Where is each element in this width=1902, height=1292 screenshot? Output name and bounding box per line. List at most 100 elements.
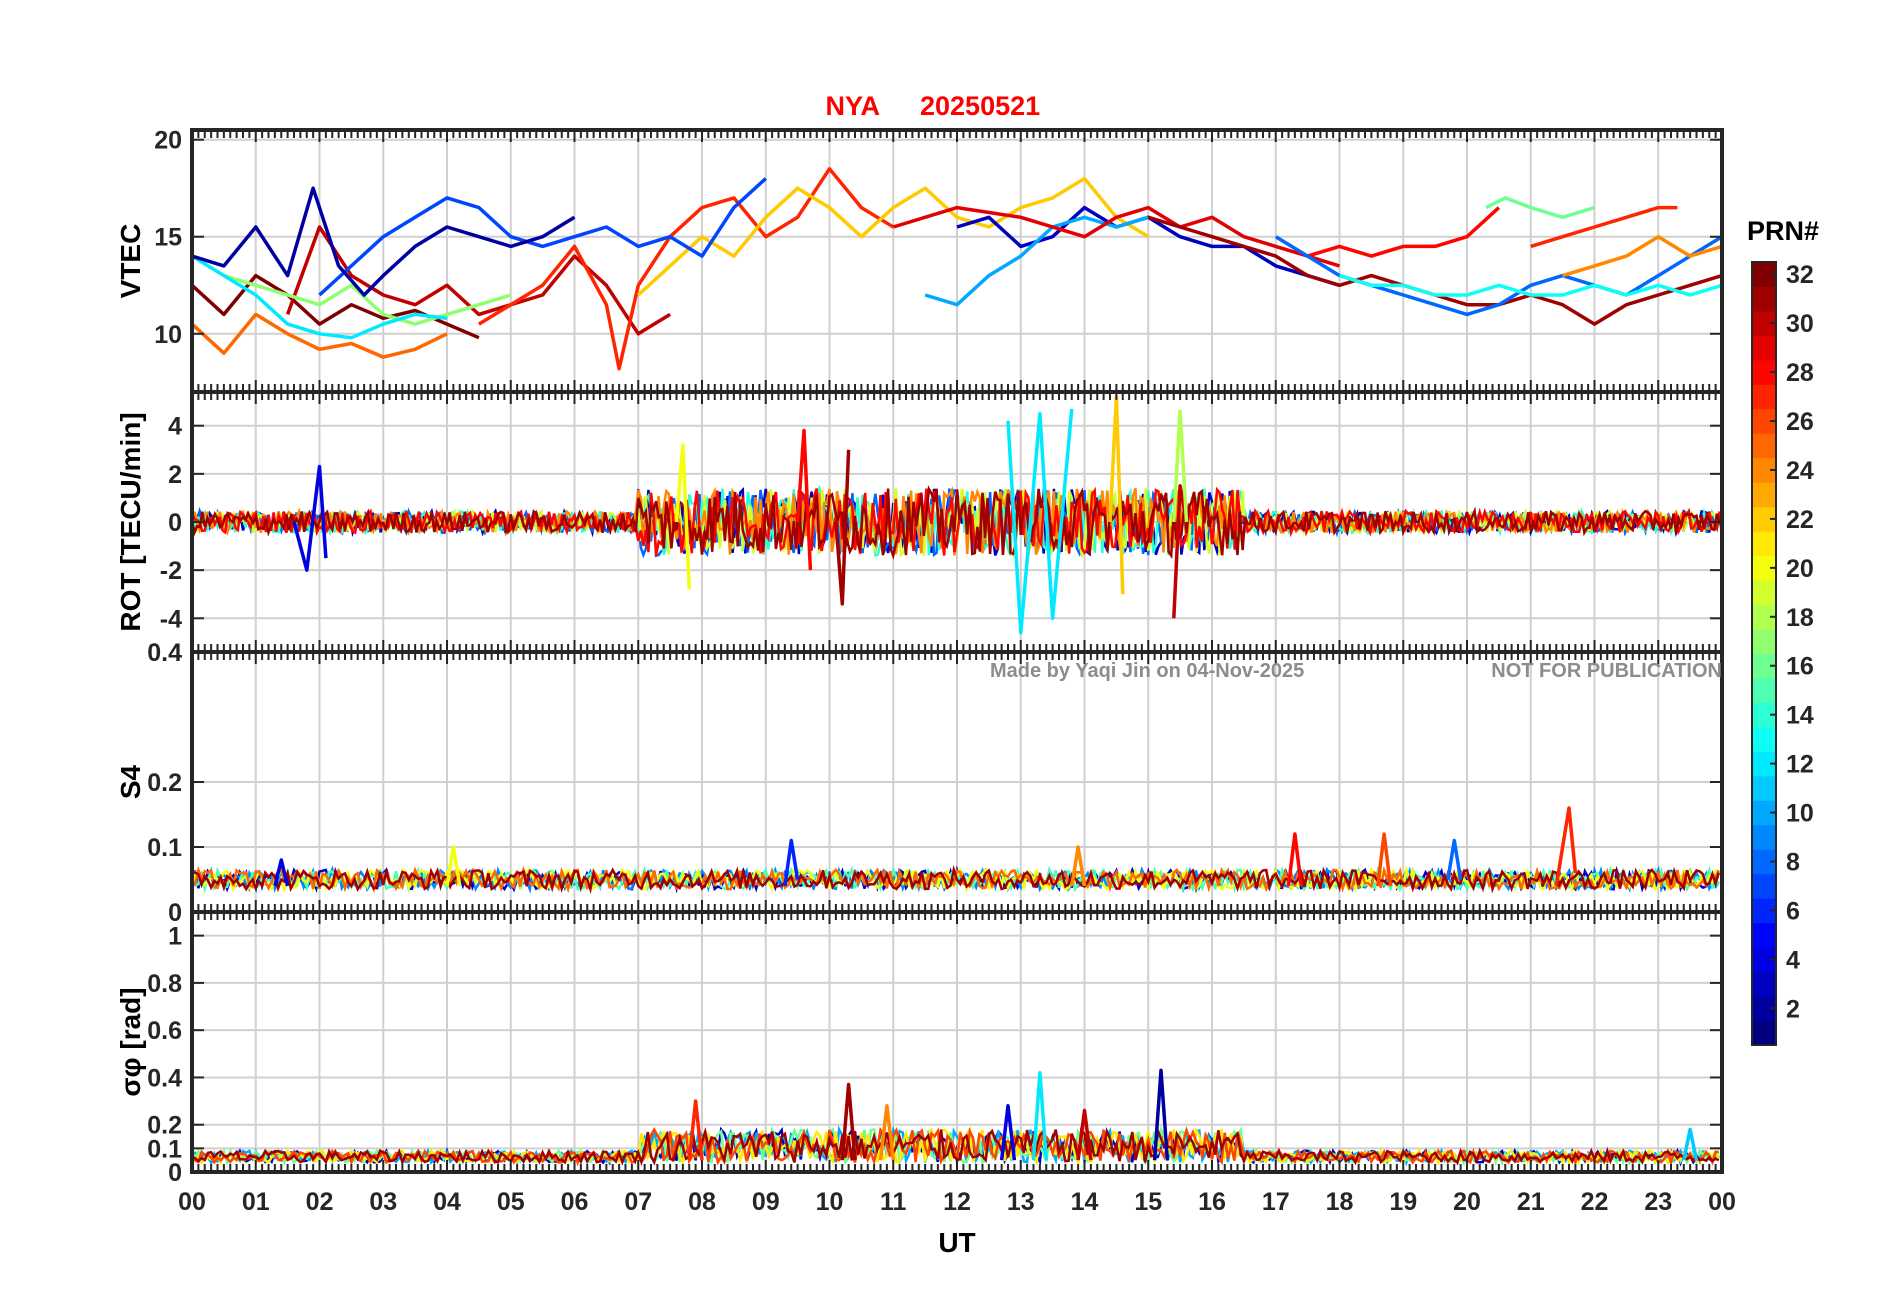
colorbar-segment bbox=[1752, 384, 1776, 410]
x-tick-label: 05 bbox=[497, 1188, 525, 1216]
x-tick-label: 17 bbox=[1262, 1188, 1290, 1216]
y-tick-label: 0 bbox=[168, 1159, 182, 1187]
y-tick-label: 15 bbox=[154, 224, 182, 252]
y-tick-label: 0.1 bbox=[147, 834, 182, 862]
colorbar-label: PRN# bbox=[1747, 216, 1819, 246]
x-tick-label: 06 bbox=[561, 1188, 589, 1216]
colorbar-tick-label: 6 bbox=[1786, 897, 1800, 925]
series-line-prn-24 bbox=[878, 1104, 896, 1161]
series-line-prn-31 bbox=[840, 1082, 857, 1161]
chart-title: NYA 20250521 bbox=[825, 91, 1040, 121]
x-tick-label: 08 bbox=[688, 1188, 716, 1216]
x-tick-label: 18 bbox=[1326, 1188, 1354, 1216]
colorbar-segment bbox=[1752, 286, 1776, 312]
series-line-prn-8 bbox=[1446, 838, 1463, 880]
y-axis-label: ROT [TECU/min] bbox=[115, 412, 146, 631]
colorbar-segment bbox=[1752, 922, 1776, 948]
y-axis-label: S4 bbox=[115, 764, 146, 799]
series-line-prn-12 bbox=[1031, 1070, 1049, 1161]
series-line-prn-24 bbox=[1070, 845, 1087, 887]
colorbar-segment bbox=[1752, 335, 1776, 361]
x-tick-label: 02 bbox=[306, 1188, 334, 1216]
colorbar-segment bbox=[1752, 580, 1776, 606]
rot-trace bbox=[192, 486, 1722, 556]
x-tick-label: 12 bbox=[943, 1188, 971, 1216]
y-tick-label: 0.2 bbox=[147, 1112, 182, 1140]
colorbar-tick-label: 28 bbox=[1786, 359, 1814, 387]
series-line-prn-16 bbox=[1485, 196, 1596, 220]
colorbar-tick-label: 18 bbox=[1786, 604, 1814, 632]
x-tick-label: 13 bbox=[1007, 1188, 1035, 1216]
colorbar-segment bbox=[1752, 433, 1776, 459]
series-line-prn-27 bbox=[477, 167, 895, 371]
y-tick-label: 0.6 bbox=[147, 1017, 182, 1045]
x-tick-label: 10 bbox=[816, 1188, 844, 1216]
series-line-prn-28 bbox=[1307, 206, 1501, 258]
sigma-trace bbox=[192, 1125, 1719, 1168]
rot-trace bbox=[192, 485, 1722, 560]
colorbar-tick-label: 8 bbox=[1786, 848, 1800, 876]
series-line-prn-27 bbox=[1554, 806, 1578, 887]
x-tick-label: 04 bbox=[433, 1188, 461, 1216]
colorbar-tick-label: 26 bbox=[1786, 408, 1814, 436]
y-tick-label: 0 bbox=[168, 899, 182, 927]
series-line-prn-12 bbox=[192, 254, 448, 340]
series-line-prn-20 bbox=[674, 443, 692, 590]
series-line-prn-4 bbox=[273, 858, 290, 887]
series-line-prn-20 bbox=[445, 845, 462, 887]
x-tick-label: 15 bbox=[1134, 1188, 1162, 1216]
panel-4: 1 0.8 0.6 0.4 0.20.10 σφ [rad] bbox=[115, 910, 1724, 1187]
panel-1: 10 15 20 VTEC bbox=[115, 127, 1724, 394]
x-tick-label: 11 bbox=[880, 1188, 907, 1216]
colorbar-segment bbox=[1752, 531, 1776, 557]
y-tick-label: 2 bbox=[168, 461, 182, 489]
x-tick-label: 03 bbox=[369, 1188, 397, 1216]
colorbar-segment bbox=[1752, 873, 1776, 899]
y-tick-label: 0.4 bbox=[147, 1064, 182, 1092]
series-line-prn-28 bbox=[795, 428, 813, 571]
x-tick-label: 14 bbox=[1071, 1188, 1099, 1216]
colorbar-segment bbox=[1752, 677, 1776, 703]
colorbar-segment bbox=[1752, 1020, 1776, 1046]
x-tick-label: 21 bbox=[1517, 1188, 1545, 1216]
panel-3: 0.4 0.2 0.1 0 S4 bbox=[115, 639, 1724, 927]
series-line-prn-29 bbox=[892, 205, 1341, 268]
colorbar-tick-label: 20 bbox=[1786, 555, 1814, 583]
colorbar-tick-label: 14 bbox=[1786, 702, 1814, 730]
series-line-prn-24 bbox=[1562, 234, 1722, 278]
colorbar-tick-label: 16 bbox=[1786, 653, 1814, 681]
colorbar-tick-label: 2 bbox=[1786, 995, 1800, 1023]
x-tick-label: 19 bbox=[1389, 1188, 1417, 1216]
title-station: NYA bbox=[825, 91, 880, 121]
colorbar-tick-label: 32 bbox=[1786, 261, 1814, 289]
series-line-prn-10 bbox=[924, 215, 1149, 307]
series-line-prn-4 bbox=[999, 1104, 1017, 1161]
watermark-author: Made by Yaqi Jin on 04-Nov-2025 bbox=[990, 660, 1304, 682]
series-line-prn-6 bbox=[783, 838, 800, 887]
x-tick-label: 16 bbox=[1198, 1188, 1226, 1216]
y-tick-label: 0.2 bbox=[147, 769, 182, 797]
x-axis-label: UT bbox=[938, 1227, 975, 1258]
y-axis-label: σφ [rad] bbox=[115, 987, 146, 1096]
x-tick-label: 00 bbox=[1708, 1188, 1736, 1216]
y-tick-label: 20 bbox=[154, 127, 182, 155]
y-tick-label: 0.8 bbox=[147, 970, 182, 998]
colorbar-tick-label: 24 bbox=[1786, 457, 1814, 485]
sigma-trace bbox=[192, 1125, 1720, 1167]
x-tick-label: 20 bbox=[1453, 1188, 1481, 1216]
y-tick-label: 0.1 bbox=[147, 1135, 182, 1163]
x-tick-label: 22 bbox=[1581, 1188, 1609, 1216]
series-line-prn-13 bbox=[1338, 273, 1722, 297]
series-group bbox=[192, 806, 1721, 895]
y-tick-label: 4 bbox=[168, 413, 182, 441]
series-group bbox=[192, 395, 1722, 635]
colorbar-tick-label: 4 bbox=[1786, 946, 1800, 974]
series-line-prn-30 bbox=[285, 225, 672, 336]
colorbar-segment bbox=[1752, 971, 1776, 997]
y-tick-label: 0 bbox=[168, 509, 182, 537]
watermark-notice: NOT FOR PUBLICATION bbox=[1491, 660, 1722, 682]
series-line-prn-27 bbox=[687, 1099, 704, 1161]
y-tick-label: -2 bbox=[160, 557, 182, 585]
series-line-prn-7 bbox=[318, 177, 767, 297]
